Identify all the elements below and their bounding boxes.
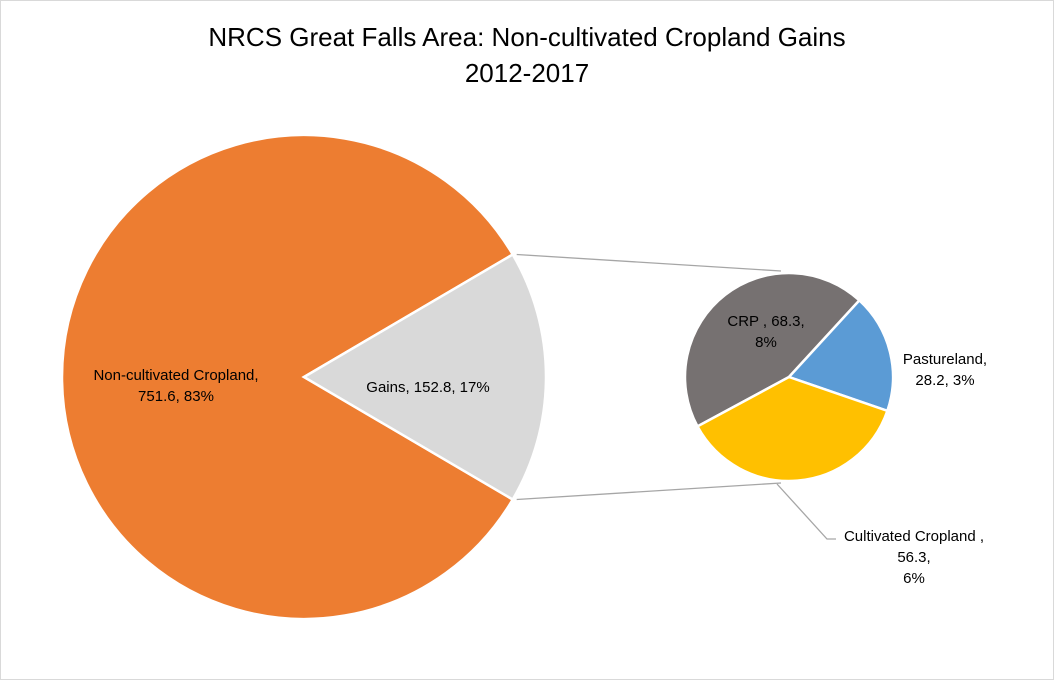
label-pastureland-line-2: 28.2, 3%: [915, 372, 974, 389]
label-crp: CRP , 68.3, 8%: [727, 313, 804, 351]
label-crp-line-2: 8%: [755, 334, 777, 351]
label-pastureland-line-1: Pastureland,: [903, 351, 987, 368]
label-cultivated-cropland-line-1: Cultivated Cropland ,: [844, 528, 984, 545]
label-crp-line-1: CRP , 68.3,: [727, 313, 804, 330]
label-non-cultivated-cropland: Non-cultivated Cropland, 751.6, 83%: [93, 367, 258, 405]
main-pie-slice-non-cultivated-cropland: [60, 133, 515, 621]
label-non-cultivated-cropland-line-2: 751.6, 83%: [138, 388, 214, 405]
label-pastureland: Pastureland, 28.2, 3%: [903, 351, 987, 389]
secondary-pie-slice-cultivated-cropland: [695, 375, 889, 483]
connector-line-bottom: [516, 482, 782, 501]
label-cultivated-cropland: Cultivated Cropland , 56.3, 6%: [844, 528, 984, 587]
label-cultivated-cropland-line-2: 56.3,: [897, 549, 930, 566]
chart-title-line2: 2012-2017: [464, 58, 590, 88]
main-pie-slice-gains: [301, 252, 548, 502]
chart-title-line1: NRCS Great Falls Area: Non-cultivated Cr…: [208, 22, 846, 52]
secondary-pie-slice-pastureland: [786, 298, 895, 413]
leader-line-cultivated-cropland: [776, 483, 836, 540]
connector-line-top: [516, 253, 782, 272]
label-gains: Gains, 152.8, 17%: [366, 379, 489, 396]
label-non-cultivated-cropland-line-1: Non-cultivated Cropland,: [93, 367, 258, 384]
label-gains-line-1: Gains, 152.8, 17%: [366, 379, 489, 396]
secondary-pie-slice-crp: [683, 271, 862, 429]
label-cultivated-cropland-line-3: 6%: [903, 570, 925, 587]
